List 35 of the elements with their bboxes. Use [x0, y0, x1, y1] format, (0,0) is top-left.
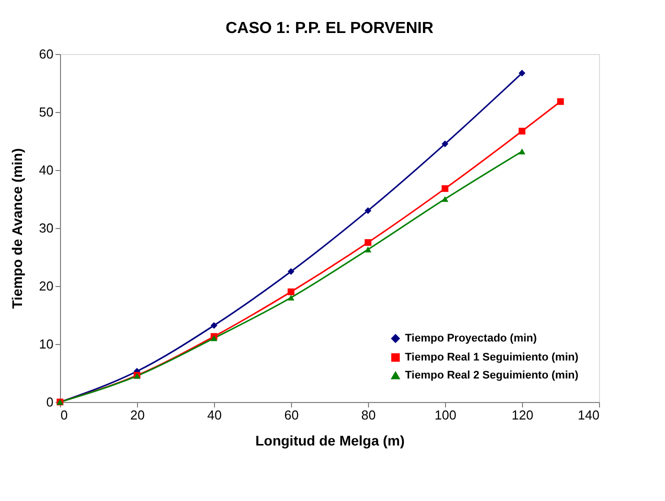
y-tick-label: 0	[46, 394, 54, 410]
legend-label: Tiempo Proyectado (min)	[405, 332, 538, 344]
legend-label: Tiempo Real 1 Seguimiento (min)	[405, 352, 579, 364]
point	[210, 322, 218, 329]
point	[442, 185, 448, 192]
y-tick-label: 10	[39, 336, 54, 352]
point	[442, 140, 448, 148]
chart-title: CASO 1: P.P. EL PORVENIR	[226, 20, 434, 37]
point	[288, 268, 294, 275]
x-tick-label: 140	[578, 408, 600, 422]
y-tick-label: 60	[39, 46, 54, 62]
y-tick-label: 20	[39, 278, 54, 294]
point	[518, 148, 526, 154]
y-tick-label: 50	[39, 104, 54, 120]
point	[518, 128, 526, 134]
x-tick-label: 40	[207, 408, 222, 422]
point	[288, 288, 294, 296]
point	[288, 294, 294, 301]
legend-label: Tiempo Real 2 Seguimiento (min)	[405, 370, 579, 382]
y-axis-title: Tiempo de Avance (min)	[9, 148, 26, 309]
x-tick-label: 120	[512, 408, 534, 422]
point	[364, 246, 372, 252]
x-tick-label: 100	[434, 408, 456, 422]
x-tick-label: 80	[361, 408, 376, 422]
point	[364, 239, 372, 246]
point	[557, 98, 564, 105]
point	[442, 196, 448, 202]
x-tick-label: 0	[60, 408, 68, 422]
x-tick-label: 60	[284, 408, 299, 422]
x-tick-label: 20	[130, 408, 145, 422]
x-axis-title: Longitud de Melga (m)	[255, 432, 405, 448]
point	[364, 207, 372, 214]
y-tick-label: 40	[39, 162, 54, 178]
y-tick-label: 30	[39, 220, 54, 236]
point	[518, 70, 526, 76]
